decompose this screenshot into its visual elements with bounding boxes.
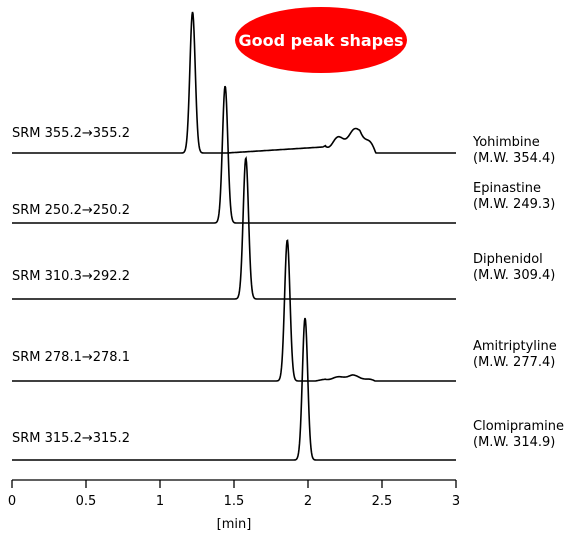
- compound-name: Clomipramine: [473, 419, 564, 434]
- srm-label: SRM 250.2→250.2: [12, 203, 130, 218]
- molecular-weight: (M.W. 277.4): [473, 355, 555, 370]
- compound-name: Epinastine: [473, 181, 541, 196]
- x-tick-label: 1.5: [224, 494, 245, 509]
- trace-epinastine: [12, 85, 456, 224]
- srm-label: SRM 315.2→315.2: [12, 431, 130, 446]
- traces-group: SRM 355.2→355.2 Yohimbine(M.W. 354.4) SRM …: [12, 11, 564, 461]
- molecular-weight: (M.W. 354.4): [473, 151, 555, 166]
- compound-name: Yohimbine: [472, 135, 540, 150]
- molecular-weight: (M.W. 314.9): [473, 435, 555, 450]
- molecular-weight: (M.W. 309.4): [473, 268, 555, 283]
- compound-name: Diphenidol: [473, 252, 543, 267]
- badge: Good peak shapes: [235, 7, 407, 73]
- srm-label: SRM 278.1→278.1: [12, 350, 130, 365]
- trace-yohimbine: [12, 11, 456, 154]
- x-tick-label: 3: [452, 494, 460, 509]
- x-tick-label: 2: [304, 494, 312, 509]
- srm-label: SRM 310.3→292.2: [12, 269, 130, 284]
- compound-name: Amitriptyline: [473, 339, 557, 354]
- x-tick-label: 2.5: [372, 494, 393, 509]
- x-axis: 0 0.5 1 1.5 2 2.5 3: [8, 479, 460, 509]
- badge-ellipse: [235, 7, 407, 73]
- x-tick-label: 1: [156, 494, 164, 509]
- badge-text: Good peak shapes: [239, 31, 404, 50]
- trace-clomipramine: [12, 317, 456, 461]
- srm-label: SRM 355.2→355.2: [12, 126, 130, 141]
- molecular-weight: (M.W. 249.3): [473, 197, 555, 212]
- x-axis-title: [min]: [217, 517, 252, 532]
- x-tick-label: 0.5: [76, 494, 97, 509]
- x-tick-label: 0: [8, 494, 16, 509]
- trace-amitriptyline: [12, 239, 456, 382]
- trace-diphenidol: [12, 155, 456, 300]
